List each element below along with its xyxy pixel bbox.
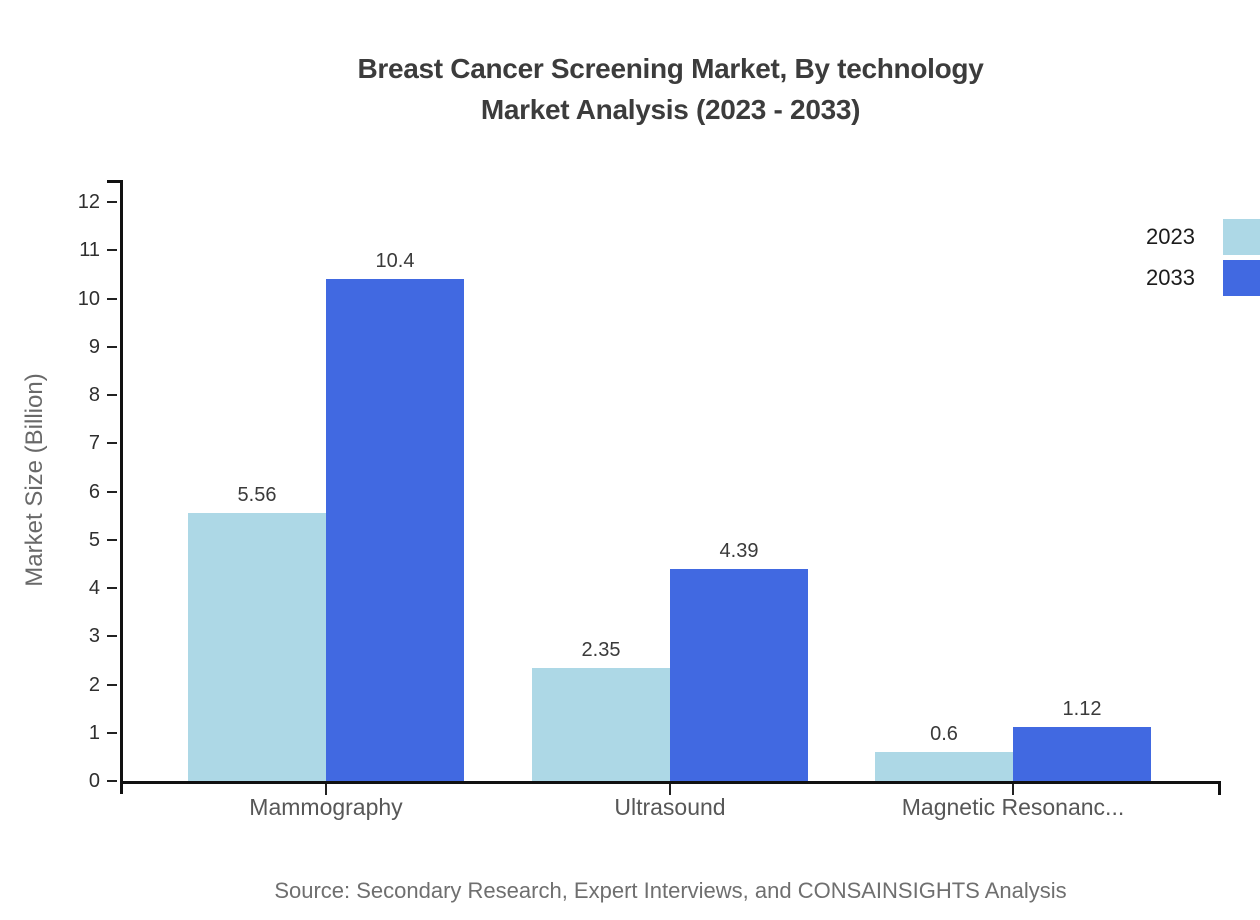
y-axis-top-cap (107, 180, 120, 183)
legend-swatch-2023 (1223, 219, 1260, 255)
y-tick-label-6: 6 (88, 480, 100, 503)
bar-value-label: 2.35 (581, 638, 621, 661)
y-tick-mark-8 (107, 394, 117, 396)
y-tick-mark-3 (107, 635, 117, 638)
y-tick-mark-7 (107, 442, 117, 445)
chart-title-line-1: Breast Cancer Screening Market, By techn… (357, 53, 984, 84)
y-tick-mark-11 (107, 249, 117, 252)
y-tick-label-3: 3 (88, 625, 100, 648)
y-tick-mark-6 (107, 490, 117, 493)
x-category-label: Ultrasound (614, 794, 726, 820)
y-tick-label-5: 5 (88, 528, 100, 551)
bar-2023-ultrasound (532, 667, 670, 781)
bar-value-label: 4.39 (719, 540, 759, 563)
legend-swatch-2033 (1223, 260, 1260, 296)
chart-title-line-2: Market Analysis (2023 - 2033) (480, 94, 861, 125)
x-tick-mark (1012, 784, 1014, 795)
bar-value-label: 10.4 (375, 250, 415, 273)
x-axis-end-cap (1218, 781, 1221, 795)
legend-item-2023: 2023 (1146, 219, 1260, 255)
y-axis-title: Market Size (Billion) (21, 373, 48, 587)
y-axis-line (120, 180, 123, 794)
bar-2033-magnetic-resonanc- (1013, 726, 1151, 781)
x-category-label: Mammography (249, 794, 403, 820)
y-tick-mark-2 (107, 683, 117, 686)
y-tick-mark-12 (107, 201, 117, 203)
y-tick-label-8: 8 (88, 384, 100, 406)
x-tick-mark (669, 784, 671, 795)
y-tick-label-0: 0 (88, 770, 100, 792)
y-tick-mark-1 (107, 731, 117, 734)
x-axis-line (120, 781, 1221, 784)
y-tick-mark-0 (107, 780, 117, 782)
y-tick-label-2: 2 (88, 673, 100, 696)
legend: 2023 2033 (1146, 219, 1260, 296)
bar-value-label: 1.12 (1062, 697, 1102, 720)
x-tick-mark (325, 784, 327, 795)
legend-label-2033: 2033 (1146, 265, 1195, 290)
y-tick-mark-10 (107, 297, 117, 300)
legend-label-2023: 2023 (1146, 224, 1195, 249)
y-tick-label-12: 12 (77, 191, 100, 213)
y-tick-label-4: 4 (88, 577, 100, 599)
plot-area: 0 1 2 3 4 5 6 7 8 9 10 11 12 5.56 2.35 0.6 10.4 4.39 1.12… (78, 180, 1221, 820)
bar-2033-mammography (326, 279, 464, 781)
y-tick-mark-4 (107, 587, 117, 589)
bar-value-label: 0.6 (930, 723, 958, 746)
bar-2033-ultrasound (670, 569, 808, 781)
y-tick-mark-9 (107, 345, 117, 348)
y-tick-label-10: 10 (77, 287, 100, 310)
y-tick-label-1: 1 (88, 721, 100, 744)
x-category-label: Magnetic Resonanc... (901, 794, 1125, 820)
bar-value-label: 5.56 (237, 483, 277, 506)
y-tick-mark-5 (107, 538, 117, 541)
bar-2023-mammography (188, 512, 326, 781)
y-tick-label-9: 9 (88, 335, 100, 358)
y-tick-label-7: 7 (88, 432, 100, 455)
chart-title: Breast Cancer Screening Market, By techn… (120, 48, 1221, 130)
bar-2023-magnetic-resonanc- (875, 752, 1013, 781)
legend-item-2033: 2033 (1146, 260, 1260, 296)
source-text: Source: Secondary Research, Expert Inter… (274, 878, 1067, 903)
y-tick-label-11: 11 (79, 239, 100, 262)
